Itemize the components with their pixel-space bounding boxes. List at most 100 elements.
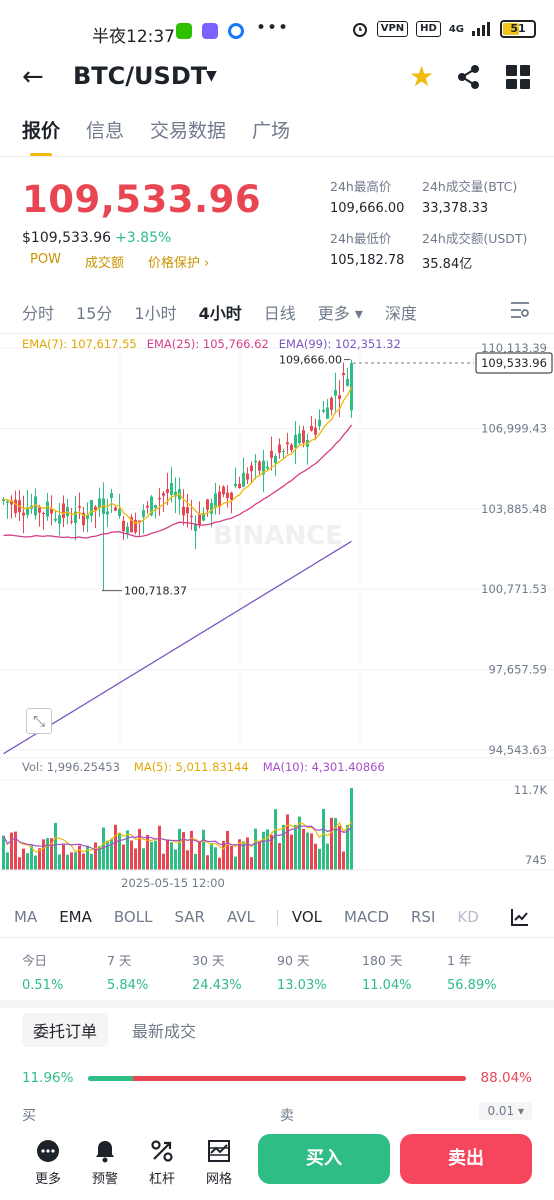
ema99-label: EMA(99): 102,351.32 [278,337,401,351]
nav-grid[interactable]: 网格 [199,1138,239,1187]
tab-info[interactable]: 信息 [86,120,125,142]
interval-timeshare[interactable]: 分时 [22,304,55,323]
interval-more[interactable]: 更多 ▾ [317,304,363,323]
stat-volume-btc: 24h成交量(BTC) 33,378.33 [422,176,554,216]
tab-trading-data[interactable]: 交易数据 [150,120,227,142]
tab-square[interactable]: 广场 [252,120,291,142]
nav-leverage-label: 杠杆 [148,1172,175,1187]
usd-price: $109,533.96 [22,230,112,246]
volume-bar [94,842,97,870]
perf-value: 56.89% [447,978,497,993]
price-change: +3.85% [115,230,172,246]
tab-latest-trades[interactable]: 最新成交 [132,1022,197,1041]
perf-value: 5.84% [107,978,149,993]
volume-bar [118,832,121,870]
last-price-tag-box [475,352,553,374]
sell-ratio-label: 88.04% [480,1070,532,1086]
tab-order-book[interactable]: 委托订单 [22,1013,109,1047]
ind-macd[interactable]: MACD [344,908,389,926]
buy-ratio-label: 11.96% [22,1070,74,1086]
volume-bar [350,788,353,870]
price-tags: POW 成交额 价格保护 › [30,252,209,271]
interval-1h[interactable]: 1小时 [134,304,177,323]
vpn-badge: VPN [376,21,409,37]
perf-label: 90 天 [277,953,310,968]
interval-4h[interactable]: 4小时 [198,304,242,323]
battery-icon: 51 [500,20,536,38]
high-marker-label: 109,666.00 [279,354,342,367]
volume-bar [174,849,177,870]
interval-1d[interactable]: 日线 [263,304,296,323]
grid-trading-icon [208,1140,230,1162]
volume-bar [130,840,133,870]
ind-sar[interactable]: SAR [174,908,205,926]
candle-body [34,496,37,516]
candle-body [70,521,73,523]
volume-bar [22,848,25,870]
nav-alert[interactable]: 预警 [85,1138,125,1187]
back-arrow-icon[interactable]: ← [22,62,44,92]
candle-body [42,513,45,515]
candle-body [78,505,81,508]
nav-more[interactable]: 更多 [28,1138,68,1187]
perf-180d: 180 天 11.04% [362,950,447,993]
tab-quote[interactable]: 报价 [22,116,60,157]
volume-bar [146,834,149,870]
sell-button[interactable]: 卖出 [400,1134,532,1184]
volume-bar [306,832,309,870]
volume-bar [242,841,245,870]
candle-body [186,507,189,514]
volume-bar [74,852,77,870]
price-chart[interactable]: 110,113.39 106,999.43 103,885.48 100,771.53… [0,330,554,895]
volume-bar [282,824,285,870]
volume-bar [106,840,109,870]
ind-kd[interactable]: KD [457,908,479,926]
volume-axis-top: 11.7K [514,783,548,797]
candle-body [2,499,5,501]
candle-body [90,499,93,516]
price-axis-label: 106,999.43 [481,421,547,435]
ind-avl[interactable]: AVL [226,908,255,926]
ema7-line [3,386,353,524]
interval-depth[interactable]: 深度 [384,304,417,323]
candle-body [282,451,285,453]
share-icon[interactable] [456,64,482,90]
nav-more-label: 更多 [34,1172,61,1187]
volume-bar [218,857,221,870]
pair-dropdown-icon[interactable]: ▼ [206,68,217,84]
favorite-star-icon[interactable]: ★ [409,60,435,93]
ind-ema[interactable]: EMA [59,908,92,926]
ind-vol[interactable]: VOL [291,908,323,926]
indicator-settings-icon[interactable] [510,907,530,927]
volume-bar [322,808,325,870]
pair-title[interactable]: BTC/USDT [73,62,208,90]
candle-body [154,505,157,508]
section-divider [0,1000,554,1008]
tag-pow[interactable]: POW [30,252,61,267]
nav-leverage[interactable]: 杠杆 [142,1138,182,1187]
buy-button[interactable]: 买入 [258,1134,390,1184]
candle-body [322,409,325,412]
volume-bar [254,828,257,870]
divider [0,937,554,938]
candle-body [126,526,129,534]
low-marker-label: 100,718.37 [124,585,187,598]
orderbook-tabs: 委托订单 最新成交 [22,1013,197,1047]
volume-bar [10,832,13,870]
candle-body [118,509,121,516]
layout-grid-icon[interactable] [506,65,530,89]
tag-price-protection[interactable]: 价格保护 › [147,256,210,271]
perf-label: 180 天 [362,953,403,968]
expand-chart-icon[interactable]: ⤡ [26,708,52,734]
tag-turnover[interactable]: 成交额 [84,256,124,271]
chart-settings-icon[interactable] [510,301,530,319]
ind-rsi[interactable]: RSI [411,908,436,926]
candle-body [130,517,133,533]
stat-label: 24h成交量(BTC) [422,179,518,194]
ind-boll[interactable]: BOLL [113,908,153,926]
ind-ma[interactable]: MA [14,908,38,926]
interval-15m[interactable]: 15分 [76,304,113,323]
volume-bar [54,822,57,870]
candle-body [226,492,229,499]
precision-select[interactable]: 0.01 ▾ [479,1102,532,1120]
